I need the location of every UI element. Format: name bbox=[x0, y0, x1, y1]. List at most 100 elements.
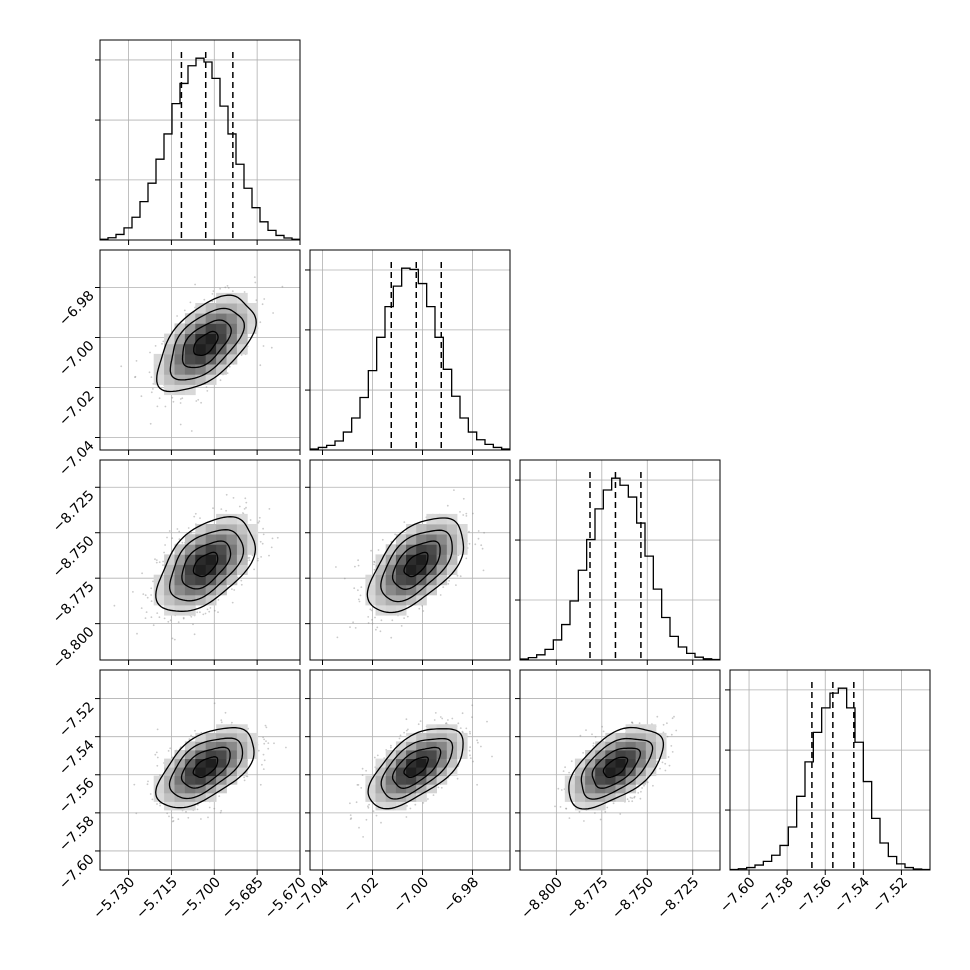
scatter-point bbox=[459, 727, 462, 729]
scatter-point bbox=[482, 569, 485, 572]
scatter-point bbox=[372, 810, 375, 813]
scatter-point bbox=[159, 802, 161, 805]
density-cell bbox=[595, 775, 606, 785]
scatter-point bbox=[240, 579, 243, 582]
scatter-point bbox=[399, 734, 402, 737]
density-panel-0-1 bbox=[99, 249, 301, 451]
scatter-point bbox=[162, 340, 165, 343]
density-cell bbox=[446, 732, 458, 742]
scatter-point bbox=[261, 303, 264, 306]
y-tick-label: −7.02 bbox=[56, 388, 98, 430]
scatter-point bbox=[459, 575, 462, 578]
density-cell bbox=[236, 544, 248, 555]
scatter-point bbox=[601, 725, 603, 728]
density-cell bbox=[426, 544, 437, 555]
density-cell bbox=[416, 544, 427, 555]
density-cell bbox=[436, 741, 448, 751]
density-cell bbox=[615, 750, 626, 759]
scatter-point bbox=[367, 616, 370, 618]
scatter-point bbox=[176, 315, 179, 317]
density-cell bbox=[226, 524, 238, 535]
density-cell bbox=[426, 758, 437, 768]
y-tick-label: −8.775 bbox=[50, 579, 98, 627]
density-cell bbox=[205, 584, 217, 596]
histogram-steps bbox=[520, 477, 720, 660]
scatter-point bbox=[163, 617, 166, 620]
scatter-point bbox=[259, 540, 262, 543]
scatter-point bbox=[245, 506, 247, 509]
scatter-point bbox=[671, 751, 674, 753]
density-cell bbox=[205, 524, 217, 535]
density-cell bbox=[153, 364, 165, 375]
scatter-point bbox=[356, 784, 359, 786]
scatter-point bbox=[639, 797, 642, 800]
scatter-point bbox=[427, 798, 429, 800]
density-cell bbox=[375, 767, 387, 777]
density-cell bbox=[226, 353, 238, 365]
axes-frame bbox=[519, 669, 721, 871]
scatter-point bbox=[631, 800, 634, 803]
density-cell bbox=[385, 750, 397, 759]
density-cell bbox=[605, 775, 616, 785]
density-cell bbox=[645, 724, 657, 734]
density-cell bbox=[426, 524, 437, 535]
density-cell bbox=[656, 741, 667, 751]
scatter-point bbox=[656, 715, 659, 718]
scatter-point bbox=[373, 568, 376, 571]
x-tick-label: −8.800 bbox=[518, 874, 566, 922]
density-cell bbox=[375, 584, 387, 596]
contour-line bbox=[155, 727, 255, 809]
scatter-point bbox=[455, 584, 457, 586]
density-cell bbox=[184, 792, 196, 802]
scatter-point bbox=[465, 727, 468, 730]
scatter-point bbox=[263, 298, 266, 300]
density-cell bbox=[365, 584, 376, 596]
scatter-point bbox=[172, 400, 175, 403]
density-cell bbox=[426, 554, 437, 565]
density-cell bbox=[375, 564, 387, 575]
scatter-point bbox=[151, 798, 154, 801]
scatter-point bbox=[248, 559, 251, 562]
scatter-point bbox=[181, 541, 184, 544]
density-cell bbox=[395, 741, 407, 751]
scatter-point bbox=[476, 783, 478, 786]
y-tick-label: −7.60 bbox=[56, 851, 98, 893]
y-tick-label: −8.725 bbox=[50, 488, 98, 536]
scatter-point bbox=[243, 776, 246, 779]
density-cell bbox=[236, 758, 248, 768]
density-cell bbox=[595, 784, 606, 794]
scatter-point bbox=[136, 632, 138, 635]
scatter-point bbox=[197, 398, 200, 401]
scatter-point bbox=[262, 736, 264, 739]
scatter-point bbox=[559, 806, 562, 808]
scatter-point bbox=[381, 538, 384, 541]
scatter-point bbox=[349, 814, 352, 816]
scatter-point bbox=[406, 615, 409, 618]
density-cell bbox=[164, 343, 175, 355]
scatter-point bbox=[155, 559, 158, 561]
scatter-point bbox=[171, 756, 174, 759]
scatter-point bbox=[357, 598, 360, 601]
scatter-point bbox=[193, 515, 196, 518]
density-cell bbox=[216, 364, 227, 375]
scatter-point bbox=[182, 616, 185, 619]
density-cell bbox=[205, 574, 217, 586]
scatter-point bbox=[376, 754, 379, 757]
scatter-point bbox=[219, 287, 222, 290]
scatter-point bbox=[232, 497, 235, 499]
density-cell bbox=[153, 792, 165, 802]
scatter-point bbox=[212, 290, 215, 292]
density-cell bbox=[174, 594, 186, 606]
scatter-point bbox=[179, 423, 182, 426]
scatter-point bbox=[471, 704, 474, 707]
scatter-point bbox=[361, 774, 364, 776]
x-tick-label: −7.52 bbox=[869, 874, 911, 916]
density-cell bbox=[416, 741, 427, 751]
x-tick-label: −8.775 bbox=[564, 874, 612, 922]
scatter-point bbox=[469, 757, 472, 759]
scatter-point bbox=[140, 395, 143, 398]
scatter-point bbox=[373, 560, 375, 563]
scatter-point bbox=[262, 768, 265, 770]
scatter-point bbox=[196, 611, 199, 614]
scatter-point bbox=[135, 360, 138, 362]
